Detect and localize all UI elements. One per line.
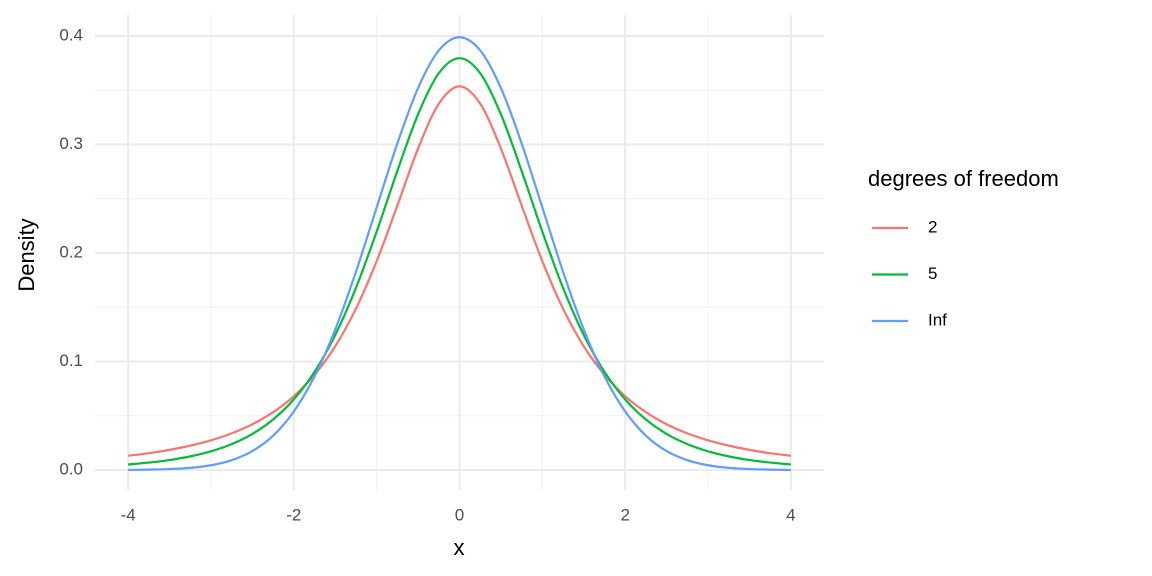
legend-title: degrees of freedom bbox=[868, 166, 1059, 191]
grid bbox=[95, 15, 824, 490]
series-line bbox=[128, 57, 791, 466]
legend: degrees of freedom 2 5 Inf bbox=[868, 166, 1059, 330]
x-tick-label: 4 bbox=[786, 505, 795, 524]
x-tick-label: -4 bbox=[121, 505, 136, 524]
series-line bbox=[128, 36, 791, 472]
x-tick-label: -2 bbox=[286, 505, 301, 524]
y-tick-label: 0.0 bbox=[59, 460, 83, 479]
series-line bbox=[127, 85, 792, 457]
y-tick-label: 0.3 bbox=[59, 134, 83, 153]
legend-label: 2 bbox=[928, 217, 937, 236]
plot-lines bbox=[127, 36, 792, 472]
x-tick-label: 0 bbox=[455, 505, 464, 524]
y-tick-label: 0.4 bbox=[59, 26, 83, 45]
x-tick-label: 2 bbox=[620, 505, 629, 524]
x-axis-title: x bbox=[454, 535, 465, 560]
y-axis-title: Density bbox=[14, 218, 39, 291]
tick-labels: -4 -2 0 2 4 0.0 0.1 0.2 0.3 0.4 bbox=[59, 26, 795, 525]
legend-label: 5 bbox=[928, 264, 937, 283]
legend-label: Inf bbox=[928, 310, 947, 329]
y-tick-label: 0.1 bbox=[59, 351, 83, 370]
y-tick-label: 0.2 bbox=[59, 243, 83, 262]
